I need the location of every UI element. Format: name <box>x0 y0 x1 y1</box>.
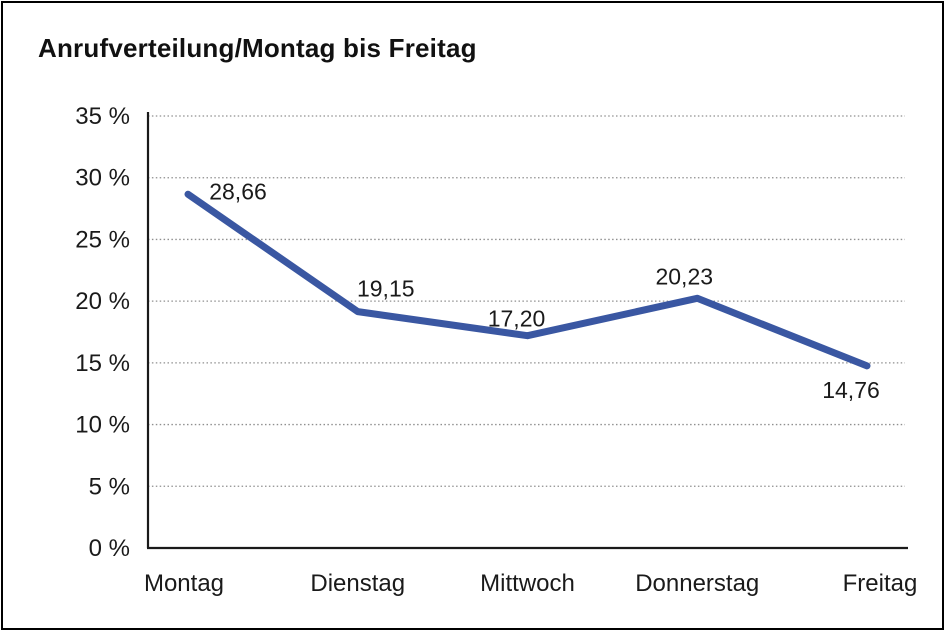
x-category-label: Mittwoch <box>480 570 575 597</box>
y-tick-label: 10 % <box>75 412 130 439</box>
y-tick-label: 25 % <box>75 226 130 253</box>
y-tick-label: 15 % <box>75 350 130 377</box>
chart-title: Anrufverteilung/Montag bis Freitag <box>38 33 477 63</box>
y-tick-label: 30 % <box>75 165 130 192</box>
x-category-label: Freitag <box>843 570 918 597</box>
data-point-label: 20,23 <box>655 263 713 289</box>
x-category-label: Donnerstag <box>635 570 759 597</box>
data-point-label: 19,15 <box>357 276 415 302</box>
data-point-label: 17,20 <box>488 306 546 332</box>
x-category-label: Dienstag <box>310 570 405 597</box>
y-tick-label: 0 % <box>89 535 130 562</box>
y-tick-label: 5 % <box>89 473 130 500</box>
y-tick-label: 20 % <box>75 288 130 315</box>
data-point-label: 14,76 <box>822 377 880 403</box>
series-line <box>184 190 871 370</box>
x-category-label: Montag <box>144 570 224 597</box>
y-tick-label: 35 % <box>75 103 130 130</box>
data-point-label: 28,66 <box>209 178 267 204</box>
